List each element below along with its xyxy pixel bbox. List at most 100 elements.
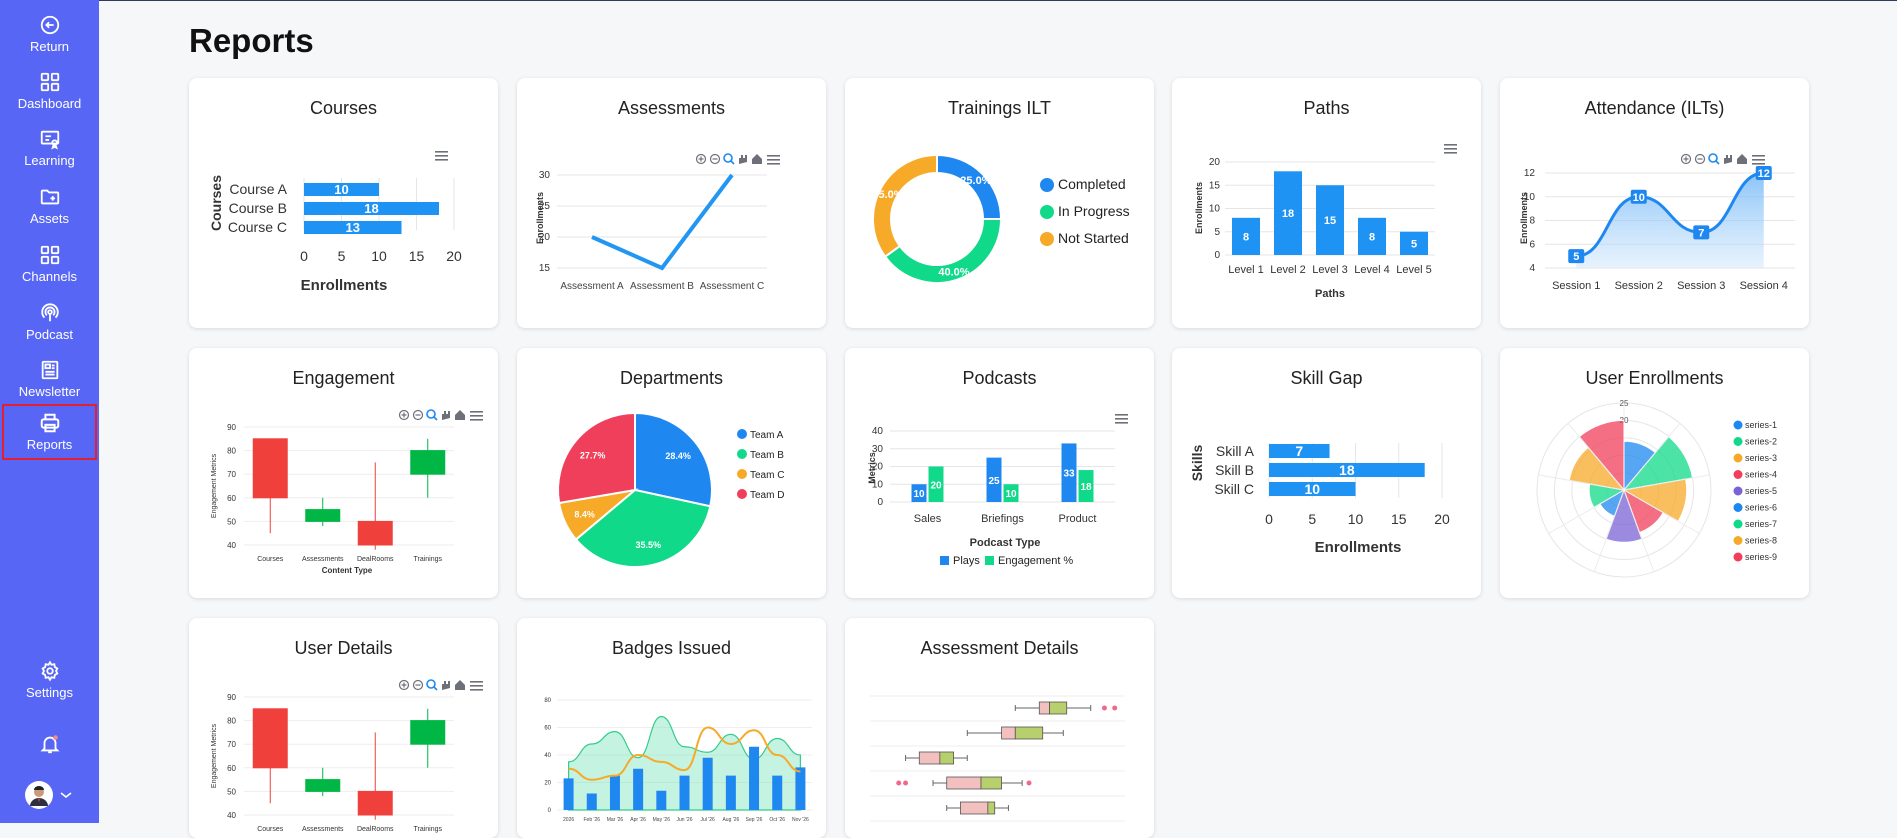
outlier-point bbox=[896, 780, 902, 786]
channels-icon bbox=[40, 245, 59, 265]
legend-label: series-9 bbox=[1745, 552, 1777, 562]
bar bbox=[563, 778, 574, 810]
sidebar-item-learning[interactable]: Learning bbox=[0, 120, 99, 176]
tick-label: Assessment C bbox=[700, 281, 764, 292]
search-zoom-icon-handle bbox=[730, 160, 735, 165]
legend-label: Plays bbox=[953, 555, 980, 567]
axis-label: Engagement Metrics bbox=[211, 723, 218, 788]
newsletter-icon bbox=[41, 360, 58, 380]
legend-marker bbox=[1733, 552, 1743, 562]
axis-label: Courses bbox=[208, 175, 224, 231]
menu-icon bbox=[470, 411, 483, 413]
card-assessments: Assessments 15 20 25 30 Assessment A Assessme… bbox=[517, 78, 826, 328]
bell-icon bbox=[39, 735, 60, 754]
tick-label: 20 bbox=[1434, 511, 1450, 527]
data-label: 10 bbox=[913, 489, 925, 500]
card-userdetails: User Details 40 50 60 70 80 90 Courses Assessme… bbox=[189, 618, 498, 838]
legend-marker bbox=[1733, 453, 1743, 463]
tick-label: Jul '26 bbox=[701, 817, 716, 823]
box-lower bbox=[946, 776, 982, 790]
return-icon bbox=[40, 15, 59, 35]
data-label: 20 bbox=[930, 480, 942, 491]
bar bbox=[1232, 217, 1260, 255]
tick-label: Level 2 bbox=[1270, 264, 1305, 276]
tick-label: Product bbox=[1059, 513, 1097, 525]
data-label: 10 bbox=[1304, 481, 1320, 497]
data-label-box bbox=[1630, 189, 1647, 204]
tick-label: Trainings bbox=[413, 826, 442, 833]
tick-label: Session 2 bbox=[1615, 280, 1663, 292]
sidebar-item-podcast[interactable]: Podcast bbox=[0, 294, 99, 350]
legend-label: Engagement % bbox=[998, 555, 1073, 567]
card-attendance: Attendance (ILTs) 4 6 8 10 12 5 Session 1 10 Ses… bbox=[1500, 78, 1809, 328]
menu-icon bbox=[470, 681, 483, 683]
user-menu[interactable] bbox=[25, 780, 85, 810]
tick-label: 80 bbox=[227, 717, 236, 726]
menu-icon bbox=[1115, 418, 1128, 420]
legend-marker bbox=[1733, 437, 1743, 446]
sidebar-item-assets[interactable]: Assets bbox=[0, 178, 99, 234]
sidebar-item-reports[interactable]: Reports bbox=[2, 404, 97, 460]
tick-label: 5 bbox=[338, 248, 346, 264]
sidebar-item-label: Channels bbox=[22, 269, 77, 284]
tick-label: 40 bbox=[227, 811, 236, 820]
card-badges: Badges Issued 0 20 40 60 80 2026 Feb '26 Mar '2… bbox=[517, 618, 826, 838]
tick-label: Assessments bbox=[302, 556, 344, 563]
dashboard-icon bbox=[40, 72, 59, 92]
home-icon bbox=[752, 154, 762, 164]
menu-icon bbox=[470, 685, 483, 687]
tick-label: 0 bbox=[877, 497, 883, 508]
tick-label: 5 bbox=[1214, 227, 1220, 238]
sidebar-item-dashboard[interactable]: Dashboard bbox=[0, 63, 99, 119]
legend-label: series-2 bbox=[1745, 437, 1777, 447]
bar bbox=[702, 757, 713, 810]
candle-body bbox=[410, 450, 446, 475]
zoom-in-icon bbox=[398, 679, 410, 691]
bar bbox=[1078, 470, 1094, 502]
tick-label: DealRooms bbox=[357, 826, 394, 833]
data-label: 33 bbox=[1063, 469, 1075, 480]
tick-label: Level 4 bbox=[1354, 264, 1389, 276]
tick-label: May '26 bbox=[653, 817, 671, 823]
menu-icon bbox=[470, 419, 483, 421]
tick-label: Sales bbox=[914, 513, 942, 525]
data-label: 25 bbox=[988, 476, 1000, 487]
card-title: Podcasts bbox=[962, 368, 1037, 388]
search-zoom-icon bbox=[723, 153, 733, 163]
tick-label: 10 bbox=[1209, 204, 1221, 215]
sidebar-item-channels[interactable]: Channels bbox=[0, 236, 99, 292]
tick-label: Nov '26 bbox=[792, 817, 809, 823]
menu-icon bbox=[1444, 144, 1457, 146]
home-icon bbox=[1737, 154, 1747, 164]
data-label: 8.4% bbox=[574, 509, 595, 519]
bar bbox=[679, 775, 690, 810]
sidebar-item-settings[interactable]: Settings bbox=[0, 652, 99, 708]
sidebar-item-newsletter[interactable]: Newsletter bbox=[0, 351, 99, 407]
bar bbox=[928, 466, 944, 502]
data-label: 12 bbox=[1758, 168, 1770, 180]
bar bbox=[1400, 231, 1428, 255]
data-label: 10 bbox=[1633, 192, 1645, 204]
series-line bbox=[1576, 171, 1764, 258]
assessments-chart: 15 20 25 30 Assessment A Assessment B Assessme… bbox=[535, 153, 780, 292]
bar bbox=[1269, 463, 1425, 477]
axis-label: Content Type bbox=[322, 566, 373, 575]
category-label: Course B bbox=[229, 200, 287, 216]
notifications-button[interactable] bbox=[0, 716, 99, 772]
legend-label: Team C bbox=[750, 470, 784, 481]
tick-label: 25 bbox=[539, 201, 551, 212]
outlier-point bbox=[903, 780, 909, 786]
data-label: 7 bbox=[1698, 227, 1704, 239]
menu-icon bbox=[767, 163, 780, 165]
tick-label: Session 4 bbox=[1740, 280, 1788, 292]
sidebar-item-return[interactable]: Return bbox=[0, 6, 99, 62]
candle-body bbox=[357, 790, 393, 816]
box-upper bbox=[987, 801, 996, 815]
pie-slice bbox=[574, 488, 712, 568]
legend-marker bbox=[1040, 178, 1054, 192]
tick-label: 60 bbox=[227, 494, 236, 503]
tick-label: 0 bbox=[548, 808, 552, 814]
legend-label: Team A bbox=[750, 430, 784, 441]
bar bbox=[1269, 482, 1356, 496]
category-label: Skill B bbox=[1215, 462, 1254, 478]
